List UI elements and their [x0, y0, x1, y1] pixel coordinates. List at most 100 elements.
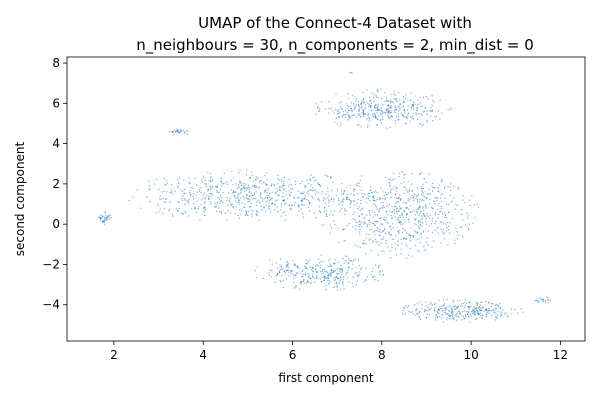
scatter-point — [414, 214, 417, 216]
scatter-point — [274, 209, 276, 211]
scatter-point — [430, 223, 432, 225]
scatter-point — [203, 202, 206, 204]
scatter-point — [485, 309, 488, 312]
scatter-point — [163, 178, 166, 180]
scatter-point — [422, 194, 424, 197]
scatter-point — [345, 274, 347, 276]
scatter-point — [415, 224, 417, 226]
scatter-point — [392, 238, 395, 241]
scatter-point — [385, 242, 387, 245]
scatter-point — [361, 100, 363, 102]
scatter-point — [388, 110, 391, 112]
scatter-point — [467, 227, 470, 230]
scatter-point — [383, 216, 385, 218]
scatter-point — [369, 100, 371, 103]
scatter-point — [415, 95, 417, 97]
scatter-point — [375, 190, 377, 192]
scatter-point — [241, 210, 243, 212]
scatter-point — [341, 193, 343, 195]
scatter-point — [369, 104, 372, 107]
scatter-point — [214, 206, 216, 209]
scatter-point — [360, 107, 363, 109]
scatter-point — [349, 203, 352, 205]
scatter-point — [265, 204, 268, 207]
scatter-point — [378, 211, 381, 213]
scatter-point — [368, 103, 370, 105]
scatter-point — [340, 264, 342, 267]
scatter-point — [306, 280, 309, 283]
scatter-point — [380, 122, 383, 124]
scatter-point — [419, 221, 422, 224]
scatter-point — [251, 171, 253, 173]
scatter-point — [348, 118, 350, 120]
scatter-point — [415, 219, 417, 221]
scatter-point — [333, 277, 335, 279]
scatter-point — [329, 263, 331, 265]
scatter-point — [497, 310, 499, 313]
scatter-point — [453, 317, 455, 319]
scatter-point — [405, 216, 407, 219]
scatter-point — [355, 104, 358, 106]
scatter-point — [339, 125, 342, 127]
scatter-point — [155, 212, 158, 214]
scatter-point — [402, 227, 404, 230]
scatter-point — [370, 192, 373, 194]
scatter-point — [394, 120, 397, 122]
scatter-point — [348, 106, 350, 108]
scatter-point — [341, 273, 343, 276]
scatter-point — [225, 219, 228, 221]
scatter-point — [436, 227, 439, 229]
scatter-point — [353, 114, 355, 117]
scatter-point — [148, 185, 151, 187]
scatter-point — [444, 214, 447, 216]
scatter-point — [250, 215, 253, 217]
scatter-point — [320, 281, 323, 283]
scatter-point — [170, 188, 173, 190]
scatter-point — [377, 265, 380, 268]
scatter-point — [391, 211, 393, 213]
scatter-point — [149, 200, 151, 203]
scatter-point — [423, 195, 426, 198]
scatter-point — [208, 180, 210, 182]
scatter-point — [454, 305, 456, 307]
scatter-point — [366, 102, 369, 104]
scatter-point — [302, 273, 305, 276]
scatter-point — [166, 182, 169, 184]
scatter-point — [441, 307, 443, 310]
scatter-point — [400, 221, 402, 224]
scatter-point — [410, 211, 412, 213]
scatter-point — [210, 180, 212, 182]
scatter-point — [364, 193, 366, 196]
scatter-point — [188, 199, 190, 201]
scatter-point — [390, 116, 392, 119]
scatter-point — [383, 218, 385, 220]
scatter-point — [401, 170, 403, 173]
scatter-point — [364, 104, 367, 106]
scatter-point — [362, 98, 365, 100]
scatter-point — [433, 101, 435, 103]
scatter-point — [164, 184, 166, 186]
scatter-point — [106, 217, 108, 220]
scatter-point — [390, 190, 392, 192]
scatter-point — [448, 318, 451, 320]
scatter-point — [171, 131, 174, 133]
scatter-point — [184, 203, 186, 205]
scatter-point — [220, 199, 223, 202]
scatter-point — [413, 304, 416, 306]
scatter-point — [108, 216, 110, 218]
scatter-point — [486, 311, 489, 313]
scatter-point — [235, 191, 237, 193]
scatter-point — [320, 272, 323, 274]
scatter-point — [394, 106, 397, 109]
scatter-point — [204, 179, 207, 181]
scatter-point — [301, 198, 303, 200]
scatter-point — [353, 194, 355, 196]
scatter-point — [110, 217, 113, 219]
scatter-point — [352, 213, 354, 215]
scatter-point — [177, 185, 179, 187]
scatter-point — [165, 184, 167, 186]
scatter-point — [452, 306, 454, 308]
scatter-point — [178, 207, 180, 210]
scatter-point — [337, 261, 340, 264]
scatter-point — [326, 215, 328, 217]
